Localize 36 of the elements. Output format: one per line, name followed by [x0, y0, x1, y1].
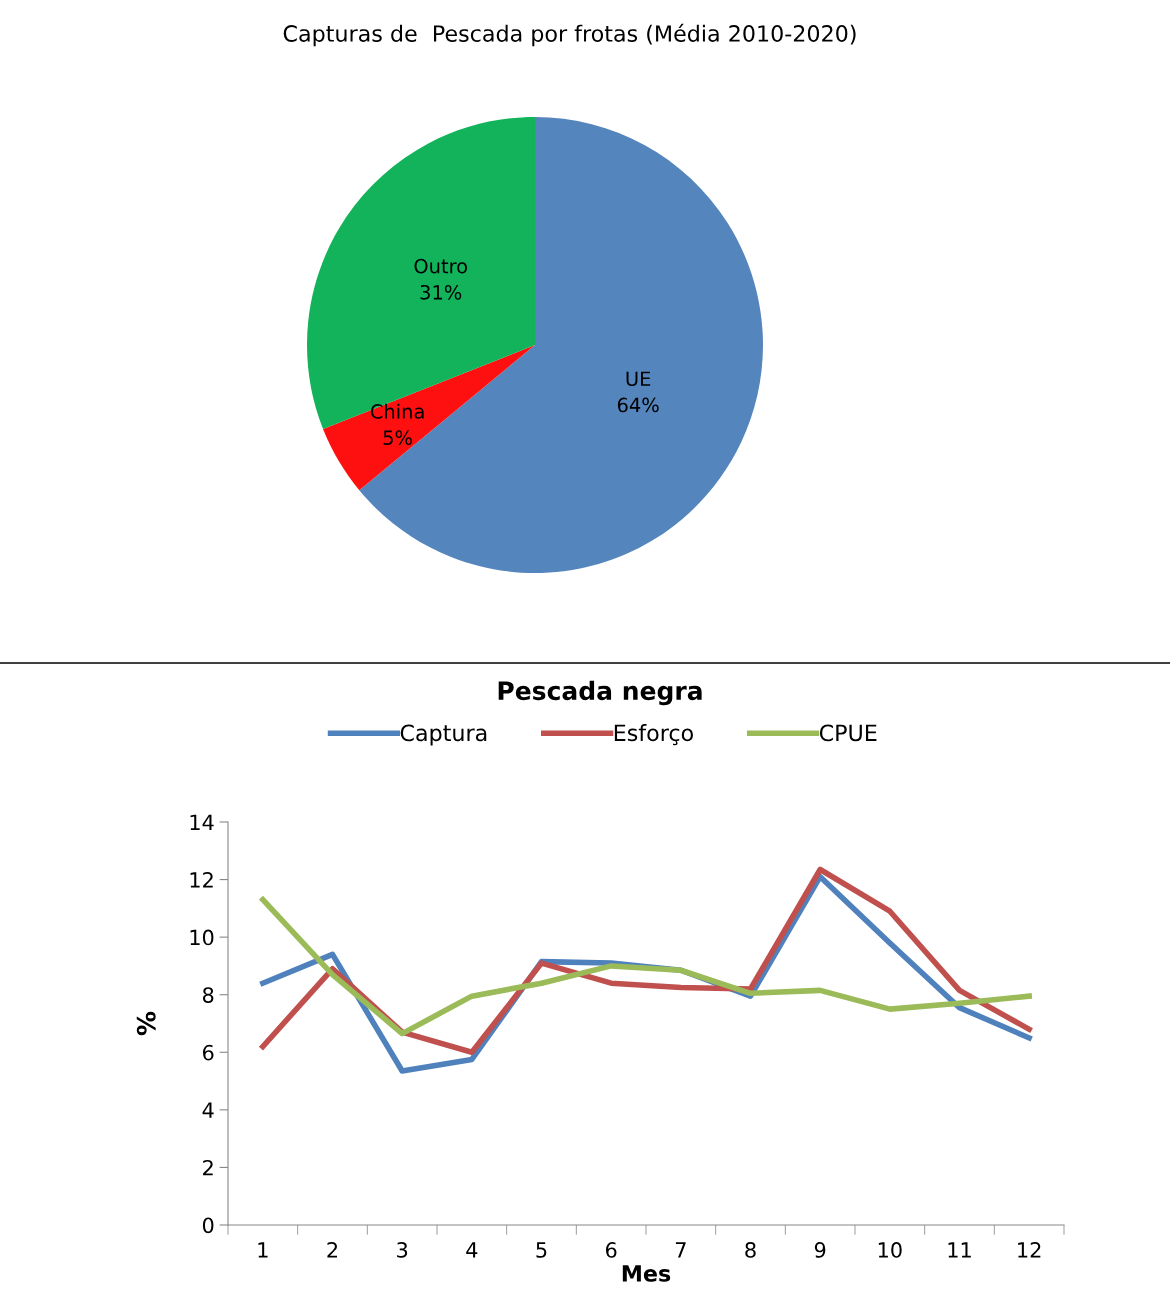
x-tick-label: 9: [814, 1242, 826, 1258]
x-tick-label: 3: [397, 1242, 408, 1258]
y-tick-label: 6: [203, 1044, 214, 1061]
y-axis-title: %: [136, 1011, 156, 1036]
y-tick-label: 4: [202, 1102, 214, 1118]
y-tick-label: 14: [190, 814, 214, 830]
slice-label: China: [370, 403, 424, 419]
slice-label: UE: [626, 371, 651, 387]
pie-slice: [323, 345, 535, 491]
pie-slice: [359, 117, 763, 573]
x-tick-label: 7: [675, 1242, 686, 1258]
chart-title: Pescada negra: [498, 680, 702, 706]
x-tick-label: 10: [878, 1242, 902, 1258]
slice-label: Outro: [414, 258, 467, 274]
y-tick-label: 8: [202, 987, 214, 1003]
y-tick-label: 0: [202, 1217, 214, 1234]
y-tick-label: 10: [190, 929, 214, 946]
data-label: 5%: [383, 430, 412, 445]
x-tick-label: 8: [745, 1242, 756, 1258]
x-tick-label: 6: [605, 1242, 617, 1258]
chart-title: Capturas de Pescada por frotas (Média 2010-2020): [283, 23, 856, 47]
x-tick-label: 11: [948, 1242, 971, 1258]
data-label: 64%: [617, 397, 659, 413]
x-tick-label: 2: [327, 1242, 338, 1258]
y-tick-label: 12: [190, 872, 213, 888]
pie-slice: [307, 117, 535, 429]
data-label: 31%: [420, 284, 462, 300]
x-axis-title: Mes: [622, 1265, 671, 1282]
legend-label: Captura: [400, 724, 487, 746]
x-tick-label: 4: [466, 1242, 478, 1258]
x-tick-label: 5: [536, 1242, 547, 1258]
x-tick-label: 1: [258, 1242, 268, 1258]
legend-label: CPUE: [819, 724, 877, 742]
y-tick-label: 2: [203, 1159, 213, 1176]
x-tick-label: 12: [1018, 1242, 1041, 1258]
legend-label: Esforço: [614, 724, 693, 746]
